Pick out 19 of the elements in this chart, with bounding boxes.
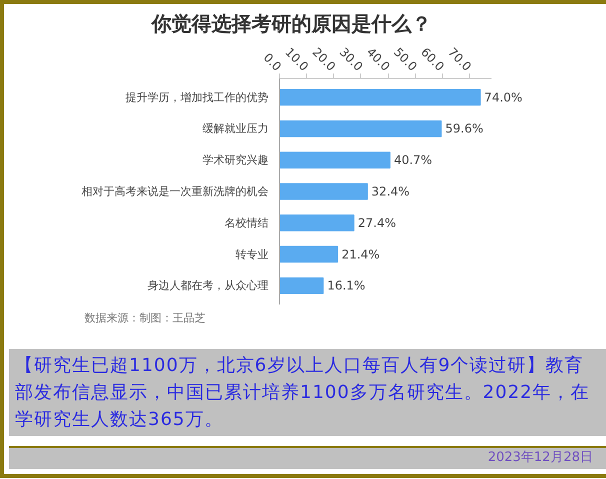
data-label: 16.1% — [327, 278, 366, 293]
y-tick-label: 转专业 — [236, 248, 268, 261]
x-tick-label: 0.0 — [260, 50, 284, 74]
data-label: 21.4% — [342, 247, 380, 262]
y-tick-label: 名校情结 — [224, 216, 268, 230]
text: 2023年12月28日 — [488, 449, 593, 467]
source-note: 数据来源：制图：王品芝 — [84, 312, 206, 324]
data-label: 40.7% — [394, 153, 432, 168]
data-label: 27.4% — [358, 216, 396, 230]
data-label: 74.0% — [484, 90, 522, 104]
chart-title: 你觉得选择考研的原因是什么？ — [150, 12, 432, 36]
y-tick-label: 身边人都在考，从众心理 — [148, 279, 268, 292]
text: 【研究生已超1100万，北京6岁以上人口每百人有9个读过研】教育部发布信息显示，中国已累计培养1100多万名研究生。2022年，在学研究生人数达365万。 — [15, 354, 591, 432]
data-label: 59.6% — [445, 122, 484, 136]
y-tick-label: 学术研究兴趣 — [202, 154, 268, 167]
data-label: 32.4% — [371, 184, 410, 198]
y-tick-label: 提升学历，增加找工作的优势 — [126, 90, 268, 104]
y-tick-label: 缓解就业压力 — [202, 122, 268, 136]
y-tick-label: 相对于高考来说是一次重新洗牌的机会 — [82, 185, 268, 198]
